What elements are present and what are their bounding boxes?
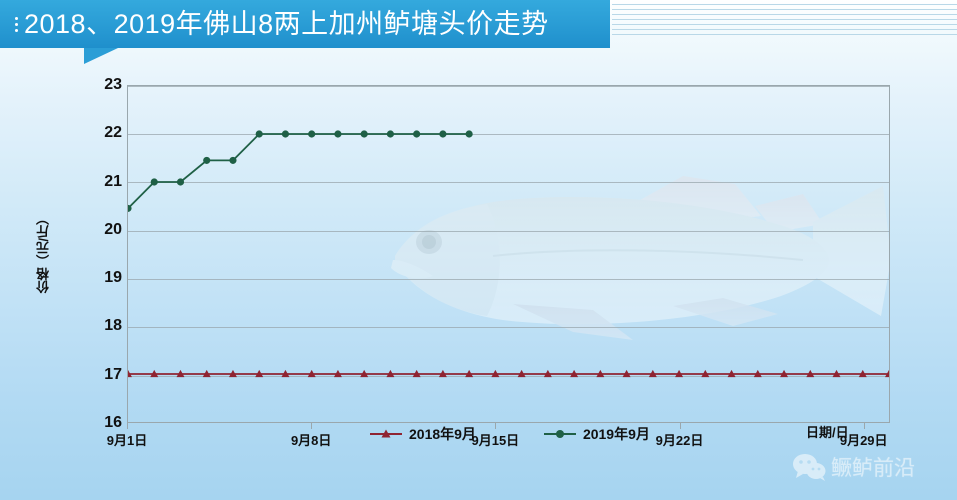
data-point xyxy=(176,369,185,378)
x-tick-mark xyxy=(863,423,865,429)
data-point xyxy=(885,369,889,378)
data-point xyxy=(128,369,132,378)
data-point xyxy=(517,369,526,378)
y-tick-label: 16 xyxy=(104,414,122,431)
data-point xyxy=(832,369,841,378)
page-title: 2018、2019年佛山8两上加州鲈塘头价走势 xyxy=(24,9,549,39)
watermark-text: 鳜鲈前沿 xyxy=(831,457,915,480)
data-point xyxy=(806,369,815,378)
data-point xyxy=(622,369,631,378)
gridline xyxy=(128,134,889,135)
gridline xyxy=(128,182,889,183)
data-point xyxy=(491,369,500,378)
data-point xyxy=(202,369,211,378)
x-tick-label: 9月29日 xyxy=(839,433,888,448)
data-point xyxy=(465,369,474,378)
x-tick-label: 9月8日 xyxy=(290,433,332,448)
chart-container: 价格（元/斤） 23 22 21 20 19 18 17 16 xyxy=(0,52,957,500)
data-point xyxy=(360,369,369,378)
plot-area xyxy=(127,85,890,423)
data-point xyxy=(334,130,342,138)
gridline xyxy=(128,231,889,232)
x-tick-mark xyxy=(679,423,681,429)
series-2019年9月 xyxy=(128,130,473,212)
data-point xyxy=(333,369,342,378)
legend-item-2019[interactable]: 2019年9月 xyxy=(543,424,650,444)
vertical-ellipsis-icon xyxy=(8,16,24,32)
data-point xyxy=(701,369,710,378)
data-point xyxy=(780,369,789,378)
data-point xyxy=(229,156,237,164)
legend-swatch-2018 xyxy=(370,429,402,438)
data-point xyxy=(543,369,552,378)
y-tick-label: 22 xyxy=(104,124,122,142)
data-point xyxy=(307,369,316,378)
data-point xyxy=(150,369,159,378)
banner-tail-decoration xyxy=(84,48,118,64)
legend-label-2018: 2018年9月 xyxy=(409,426,476,442)
data-point xyxy=(150,178,158,186)
data-point xyxy=(465,130,473,138)
data-point xyxy=(727,369,736,378)
data-point xyxy=(128,204,132,212)
x-axis-title: 日期/日 xyxy=(806,425,849,440)
y-axis-ticks: 23 22 21 20 19 18 17 16 xyxy=(78,76,122,431)
data-point xyxy=(648,369,657,378)
x-tick-label: 9月1日 xyxy=(106,433,148,448)
data-point xyxy=(281,130,290,138)
y-axis-title: 价格（元/斤） xyxy=(36,212,51,294)
series-2018年9月 xyxy=(128,369,889,378)
x-tick-label: 9月22日 xyxy=(655,433,704,448)
data-point xyxy=(438,369,447,378)
x-tick-label: 9月15日 xyxy=(471,433,520,448)
y-tick-label: 17 xyxy=(104,365,122,383)
data-point xyxy=(596,369,605,378)
data-point xyxy=(413,130,421,138)
data-point xyxy=(753,369,762,378)
legend-item-2018[interactable]: 2018年9月 xyxy=(370,424,476,444)
legend-label-2019: 2019年9月 xyxy=(582,426,650,442)
data-point xyxy=(412,369,421,378)
data-point xyxy=(360,130,368,138)
data-point xyxy=(386,369,395,378)
x-tick-mark xyxy=(495,423,497,429)
banner-lines-decoration xyxy=(612,4,957,44)
legend-swatch-2019 xyxy=(543,430,576,438)
x-tick-mark xyxy=(311,423,313,429)
y-tick-label: 18 xyxy=(104,317,122,335)
y-tick-label: 23 xyxy=(104,76,122,93)
title-banner: 2018、2019年佛山8两上加州鲈塘头价走势 xyxy=(0,0,610,48)
gridline xyxy=(128,86,889,87)
y-tick-label: 19 xyxy=(104,269,122,287)
data-point xyxy=(386,130,395,138)
x-axis-ticks: 9月1日 9月8日 9月15日 9月22日 9月29日 xyxy=(107,423,890,450)
gridline xyxy=(128,327,889,328)
data-point xyxy=(228,369,237,378)
data-point xyxy=(281,369,290,378)
data-point xyxy=(203,156,211,164)
data-point xyxy=(570,369,579,378)
data-point xyxy=(439,130,447,138)
chart-legend: 2018年9月 2019年9月 xyxy=(370,424,650,444)
wechat-icon xyxy=(793,454,826,481)
data-point xyxy=(255,369,264,378)
watermark: 鳜鲈前沿 xyxy=(792,452,915,482)
y-tick-label: 20 xyxy=(104,220,122,238)
data-point xyxy=(308,130,316,138)
gridline xyxy=(128,376,889,377)
y-tick-label: 21 xyxy=(104,172,122,190)
data-point xyxy=(176,178,185,186)
data-point xyxy=(255,130,263,138)
x-tick-mark xyxy=(127,423,128,429)
data-point xyxy=(858,369,867,378)
data-point xyxy=(675,369,684,378)
series-plot xyxy=(128,130,889,378)
gridline xyxy=(128,279,889,280)
